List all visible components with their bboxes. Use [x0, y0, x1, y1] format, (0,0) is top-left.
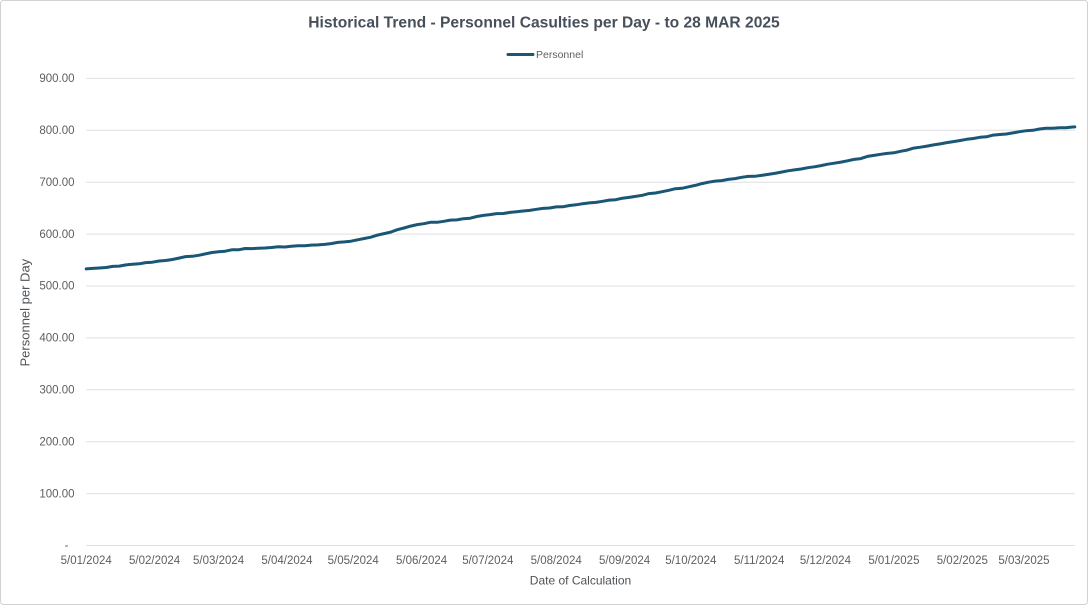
- svg-text:500.00: 500.00: [39, 281, 74, 293]
- svg-text:5/04/2024: 5/04/2024: [261, 555, 313, 567]
- svg-text:5/01/2025: 5/01/2025: [868, 555, 919, 567]
- svg-text:700.00: 700.00: [39, 177, 74, 189]
- svg-text:300.00: 300.00: [39, 385, 74, 397]
- svg-text:400.00: 400.00: [39, 333, 74, 345]
- svg-text:5/06/2024: 5/06/2024: [396, 555, 448, 567]
- svg-text:5/12/2024: 5/12/2024: [800, 555, 852, 567]
- svg-text:5/03/2025: 5/03/2025: [998, 555, 1049, 567]
- svg-text:Historical Trend - Personnel C: Historical Trend - Personnel Casulties p…: [308, 15, 780, 32]
- svg-text:5/09/2024: 5/09/2024: [599, 555, 651, 567]
- svg-text:5/07/2024: 5/07/2024: [462, 555, 514, 567]
- svg-text:5/10/2024: 5/10/2024: [665, 555, 717, 567]
- svg-text:600.00: 600.00: [39, 229, 74, 241]
- svg-text:5/02/2024: 5/02/2024: [129, 555, 181, 567]
- svg-text:Date of Calculation: Date of Calculation: [530, 574, 631, 588]
- svg-text:Personnel per Day: Personnel per Day: [18, 258, 33, 366]
- svg-text:5/05/2024: 5/05/2024: [328, 555, 380, 567]
- svg-text:5/03/2024: 5/03/2024: [193, 555, 245, 567]
- svg-text:200.00: 200.00: [39, 436, 74, 448]
- svg-text:900.00: 900.00: [39, 73, 74, 85]
- svg-text:Personnel: Personnel: [536, 49, 583, 61]
- svg-text:5/02/2025: 5/02/2025: [937, 555, 988, 567]
- svg-text:5/08/2024: 5/08/2024: [531, 555, 583, 567]
- svg-text:100.00: 100.00: [39, 488, 74, 500]
- svg-text:-: -: [65, 540, 69, 552]
- svg-text:5/01/2024: 5/01/2024: [61, 555, 113, 567]
- svg-text:800.00: 800.00: [39, 125, 74, 137]
- svg-text:5/11/2024: 5/11/2024: [734, 555, 785, 567]
